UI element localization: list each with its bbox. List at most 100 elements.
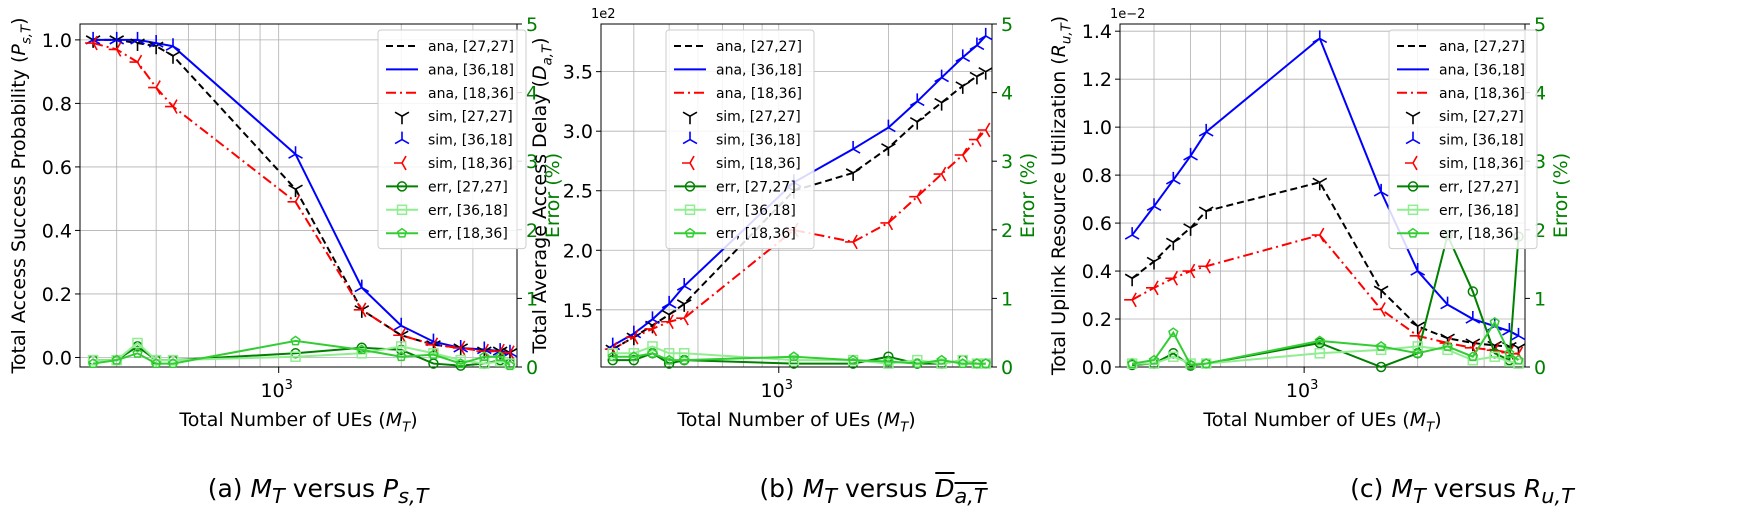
- caption-a-lhs-sub: T: [272, 484, 285, 508]
- sim-marker: [393, 327, 406, 343]
- caption-c: (c) MT versus Ru,T: [1350, 474, 1574, 508]
- sim-marker: [287, 194, 301, 210]
- sim-marker: [676, 310, 689, 326]
- err-marker: [1513, 354, 1524, 365]
- sim-marker: [661, 314, 674, 330]
- y2-tick-label: 1: [526, 288, 538, 310]
- sim-marker: [1464, 340, 1478, 356]
- err-marker: [1375, 344, 1387, 356]
- sim-marker: [1183, 223, 1198, 236]
- y-tick-label: 1.0: [1082, 117, 1112, 139]
- caption-a-lhs: M: [250, 474, 273, 503]
- sim-marker: [165, 38, 181, 51]
- sim-marker: [354, 305, 370, 318]
- err-marker: [1442, 340, 1453, 351]
- err-marker: [150, 358, 162, 369]
- sim-marker: [1165, 171, 1181, 185]
- err-marker: [1467, 351, 1479, 362]
- err-marker: [1489, 316, 1500, 327]
- sim-marker: [845, 168, 861, 181]
- y-tick-label: 1.2: [1082, 69, 1112, 91]
- legend-marker: [396, 227, 408, 238]
- err-marker: [1412, 341, 1423, 352]
- err-marker: [957, 354, 969, 366]
- sim-marker: [1198, 123, 1214, 137]
- legend-label: sim, [18,36]: [1439, 156, 1524, 172]
- x-tick-label: 103: [260, 378, 292, 402]
- err-marker: [607, 351, 618, 362]
- y2-axis-label: Error (%): [1550, 153, 1572, 238]
- y-tick-label: 2.5: [563, 181, 593, 203]
- caption-b-lhs-sub: T: [824, 484, 838, 508]
- err-marker: [504, 360, 516, 371]
- sim-marker: [934, 69, 949, 83]
- legend-label: ana, [27,27]: [1439, 39, 1525, 55]
- series-sim-4: [605, 27, 992, 351]
- legend-marker: [396, 181, 408, 192]
- legend-label: sim, [36,18]: [716, 133, 801, 149]
- caption-a-mid: versus: [284, 474, 384, 503]
- sim-marker: [1511, 327, 1525, 341]
- legend-label: err, [36,18]: [716, 203, 796, 219]
- legend-marker: [1407, 181, 1419, 192]
- y-tick-label: 1.5: [563, 300, 593, 322]
- plot-area: [85, 31, 517, 371]
- caption-c-lhs: M: [1391, 474, 1413, 503]
- sim-marker: [109, 31, 125, 45]
- legend-label: err, [27,27]: [716, 179, 796, 195]
- sim-marker: [968, 132, 982, 147]
- legend-swatch: [682, 155, 695, 171]
- sim-marker: [1373, 302, 1386, 317]
- err-marker: [911, 354, 923, 366]
- caption-b-mid: versus: [837, 474, 936, 503]
- sim-marker: [148, 35, 164, 48]
- legend-label: ana, [27,27]: [716, 39, 802, 55]
- err-marker: [1467, 286, 1479, 297]
- caption-a-label: (a): [207, 474, 243, 503]
- err-marker: [167, 354, 179, 366]
- legend-frame: [377, 29, 527, 250]
- legend: ana, [27,27] ana, [36,18] ana, [18,36] sim,…: [377, 29, 527, 250]
- err-marker: [1314, 335, 1325, 346]
- y2-tick-label: 1: [1534, 288, 1546, 310]
- legend-label: sim, [27,27]: [1439, 109, 1524, 125]
- err-marker: [395, 341, 407, 352]
- y2-tick-label: 0: [1001, 357, 1013, 379]
- err-marker: [936, 358, 947, 369]
- sim-marker: [933, 166, 947, 182]
- err-marker: [87, 354, 99, 366]
- sim-marker: [288, 146, 303, 159]
- y2-tick-label: 1: [1001, 288, 1013, 310]
- err-marker: [1168, 327, 1179, 338]
- sim-marker: [129, 54, 143, 70]
- legend-label: sim, [36,18]: [1439, 133, 1524, 149]
- legend-label: sim, [18,36]: [716, 156, 801, 172]
- y2-tick-label: 4: [1001, 83, 1013, 105]
- err-marker: [647, 347, 658, 358]
- series-err-8: [607, 347, 991, 369]
- sim-marker: [1198, 206, 1214, 220]
- err-marker: [290, 351, 301, 362]
- sim-marker: [644, 321, 658, 337]
- chart-panel-1: 0.0 0.2 0.4 0.6 0.8 1.0 0 1 2 3 4 5 103 Total Number …: [8, 14, 564, 436]
- y-tick-label: 0.6: [42, 157, 72, 179]
- err-marker: [678, 348, 690, 359]
- legend-label: err, [27,27]: [1439, 179, 1519, 195]
- sim-marker: [978, 66, 992, 80]
- y2-tick-label: 2: [1001, 220, 1013, 242]
- y2-tick-label: 3: [526, 151, 538, 173]
- legend-label: ana, [36,18]: [428, 62, 514, 78]
- err-marker: [883, 358, 894, 369]
- y-tick-label: 0.8: [42, 93, 72, 115]
- y2-axis-label: Error (%): [1017, 153, 1039, 238]
- y2-tick-label: 4: [526, 83, 538, 105]
- legend-label: sim, [27,27]: [716, 109, 801, 125]
- sim-marker: [1165, 237, 1181, 251]
- sim-marker: [909, 116, 925, 130]
- legend-frame: [1388, 29, 1538, 250]
- sim-marker: [909, 189, 922, 205]
- caption-a: (a) MT versus Ps,T: [208, 474, 429, 508]
- legend-swatch: [394, 155, 407, 171]
- err-marker: [647, 341, 658, 352]
